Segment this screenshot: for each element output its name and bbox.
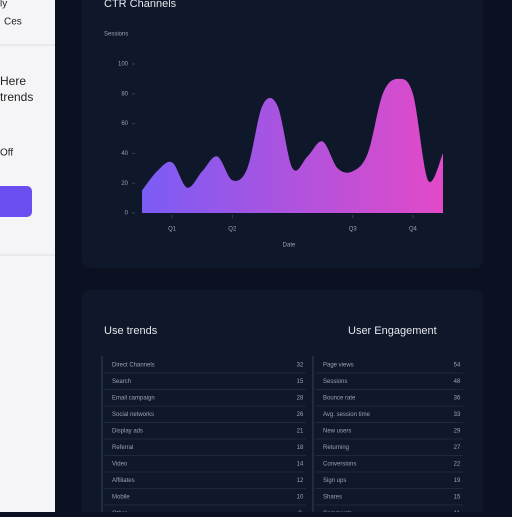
- list-value: 54: [454, 363, 461, 369]
- y-tick-label: 20: [121, 181, 128, 187]
- x-tick-label: Q2: [228, 227, 237, 233]
- x-tick-label: Q3: [349, 227, 358, 233]
- list-label: Bounce rate: [323, 396, 356, 402]
- list-label: Avg. session time: [323, 412, 371, 418]
- list-value: 32: [297, 363, 304, 369]
- list-label: Sessions: [323, 379, 347, 385]
- sidebar-item: Here: [0, 74, 26, 88]
- list-label: Conversions: [323, 462, 356, 468]
- list-label: Page views: [323, 363, 354, 369]
- x-tick-label: Q1: [168, 227, 177, 233]
- y-tick-label: 100: [118, 62, 129, 68]
- list-value: 14: [297, 462, 304, 468]
- list-title: Use trends: [104, 325, 158, 337]
- list-value: 27: [454, 445, 461, 451]
- list-label: Search: [112, 379, 131, 385]
- list-label: Affiliates: [112, 478, 135, 484]
- list-label: Mobile: [112, 495, 130, 501]
- list-label: Email campaign: [112, 396, 155, 402]
- list-label: Direct Channels: [112, 363, 155, 369]
- list-value: 48: [454, 379, 461, 385]
- list-title: User Engagement: [348, 325, 437, 337]
- list-value: 36: [454, 396, 461, 402]
- list-value: 21: [297, 429, 304, 435]
- x-tick-label: Q4: [409, 227, 418, 233]
- y-tick-label: 60: [121, 121, 128, 127]
- chart-title: CTR Channels: [104, 0, 177, 10]
- list-value: 26: [297, 412, 304, 418]
- list-value: 33: [454, 412, 461, 418]
- list-value: 19: [454, 478, 461, 484]
- list-value: 10: [297, 495, 304, 501]
- list-label: New users: [323, 429, 351, 435]
- sidebar-item: trends: [0, 90, 33, 104]
- sidebar: [0, 0, 55, 512]
- y-tick-label: 80: [121, 91, 128, 97]
- y-axis-label: Sessions: [104, 32, 128, 38]
- x-axis-label: Date: [283, 243, 296, 249]
- list-card: [82, 290, 483, 517]
- sidebar-item[interactable]: Off: [0, 148, 13, 159]
- list-label: Referral: [112, 445, 133, 451]
- list-value: 29: [454, 429, 461, 435]
- sidebar-item: ly: [0, 0, 7, 10]
- list-label: Sign ups: [323, 478, 346, 484]
- list-value: 18: [297, 445, 304, 451]
- y-tick-label: 40: [121, 151, 128, 157]
- list-label: Shares: [323, 495, 342, 501]
- list-label: Returning: [323, 445, 349, 451]
- y-tick-label: 0: [125, 211, 129, 217]
- list-value: 28: [297, 396, 304, 402]
- list-label: Display ads: [112, 429, 143, 435]
- button[interactable]: [0, 186, 32, 217]
- list-label: Social networks: [112, 412, 154, 418]
- sidebar-item[interactable]: Ces: [4, 17, 22, 28]
- list-value: 15: [297, 379, 304, 385]
- area: [142, 78, 443, 214]
- list-value: 12: [297, 478, 304, 484]
- list-value: 15: [454, 495, 461, 501]
- list-value: 22: [454, 462, 461, 468]
- list-label: Video: [112, 462, 128, 468]
